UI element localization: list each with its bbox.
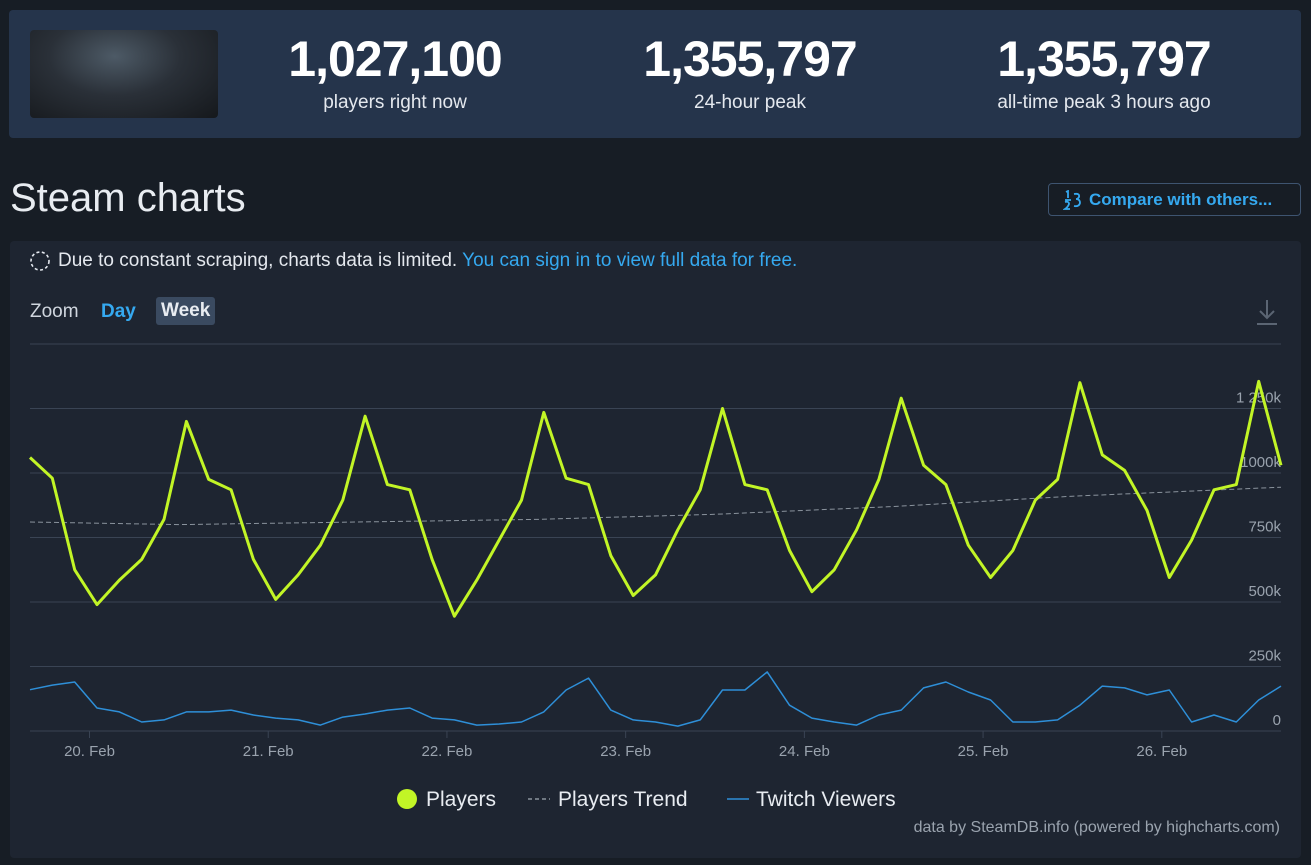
stat-value: 1,355,797 <box>643 31 857 87</box>
stat-label: all-time peak 3 hours ago <box>997 92 1211 113</box>
compare-icon <box>1063 190 1081 210</box>
y-tick-label: 250k <box>1248 648 1281 665</box>
x-tick-label: 21. Feb <box>243 743 294 760</box>
stat-label: players right now <box>323 92 467 113</box>
section-title: Steam charts <box>10 176 246 220</box>
legend-item[interactable]: Twitch Viewers <box>727 788 896 811</box>
series-line <box>29 671 1282 727</box>
credits[interactable]: data by SteamDB.info (powered by highcha… <box>913 819 1280 836</box>
notice: Due to constant scraping, charts data is… <box>58 250 797 272</box>
stat-value: 1,027,100 <box>288 31 502 87</box>
series-line <box>28 379 1283 618</box>
zoom-label: Zoom <box>30 301 79 322</box>
stat-value: 1,355,797 <box>997 31 1211 87</box>
legend-label: Twitch Viewers <box>756 788 896 811</box>
y-tick-label: 1 250k <box>1236 390 1282 407</box>
game-image <box>30 30 218 118</box>
notice-text: Due to constant scraping, charts data is… <box>58 250 458 271</box>
notice-icon <box>30 251 50 271</box>
x-tick-label: 20. Feb <box>64 743 115 760</box>
y-tick-label: 500k <box>1248 583 1281 600</box>
legend-item[interactable]: Players <box>397 788 496 811</box>
y-tick-label: 0 <box>1273 712 1281 729</box>
x-tick-label: 25. Feb <box>958 743 1009 760</box>
x-tick-label: 23. Feb <box>600 743 651 760</box>
zoom-week[interactable]: Week <box>156 297 216 325</box>
x-tick-label: 22. Feb <box>422 743 473 760</box>
legend-label: Players <box>426 788 496 811</box>
legend-symbol <box>397 789 417 809</box>
series-line <box>29 486 1282 526</box>
stats-card <box>9 10 1301 138</box>
legend-item[interactable]: Players Trend <box>528 788 688 811</box>
x-tick-label: 24. Feb <box>779 743 830 760</box>
sign-in-link[interactable]: You can sign in to view full data for fr… <box>462 250 798 271</box>
legend-label: Players Trend <box>558 788 688 811</box>
zoom-day[interactable]: Day <box>101 301 136 322</box>
download-button[interactable] <box>1257 300 1277 325</box>
compare-label: Compare with others... <box>1089 190 1273 209</box>
y-tick-label: 1000k <box>1240 454 1281 471</box>
stat-label: 24-hour peak <box>694 92 806 113</box>
compare-button[interactable]: Compare with others... <box>1048 183 1301 216</box>
x-tick-label: 26. Feb <box>1136 743 1187 760</box>
y-tick-label: 750k <box>1248 519 1281 536</box>
